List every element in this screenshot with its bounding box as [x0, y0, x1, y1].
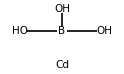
- Text: OH: OH: [54, 4, 70, 14]
- Text: B: B: [58, 26, 66, 36]
- Text: OH: OH: [96, 26, 112, 36]
- Text: HO: HO: [12, 26, 28, 36]
- Text: Cd: Cd: [55, 60, 69, 70]
